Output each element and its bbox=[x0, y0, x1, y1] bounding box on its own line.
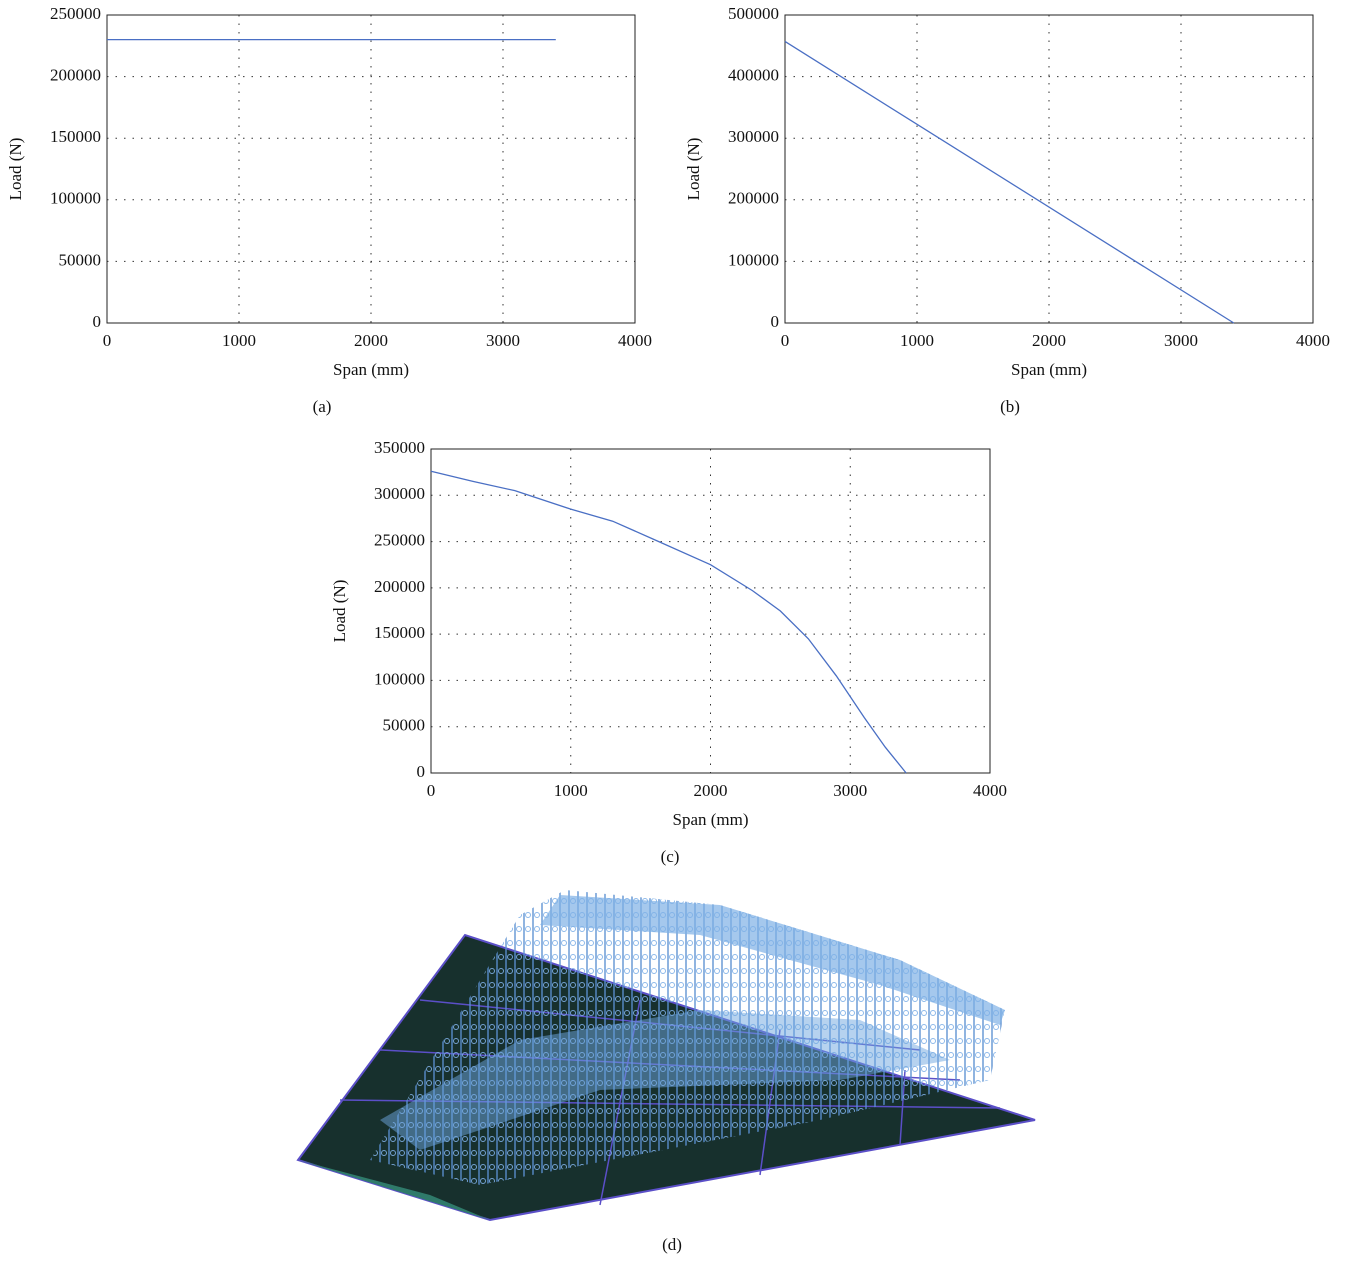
x-tick-label: 0 bbox=[427, 781, 436, 800]
y-tick-label: 300000 bbox=[728, 127, 779, 146]
y-tick-label: 150000 bbox=[50, 127, 101, 146]
x-tick-label: 4000 bbox=[973, 781, 1007, 800]
y-axis-label: Load (N) bbox=[6, 138, 25, 201]
y-axis-label: Load (N) bbox=[684, 138, 703, 201]
y-tick-label: 0 bbox=[417, 762, 426, 781]
x-tick-label: 2000 bbox=[694, 781, 728, 800]
y-tick-label: 300000 bbox=[374, 484, 425, 503]
page: (d) 050000100000150000200000250000010002… bbox=[0, 0, 1353, 1270]
x-axis-label: Span (mm) bbox=[333, 360, 409, 379]
x-axis-label: Span (mm) bbox=[1011, 360, 1087, 379]
y-tick-label: 250000 bbox=[50, 4, 101, 23]
x-axis-label: Span (mm) bbox=[672, 810, 748, 829]
y-tick-label: 100000 bbox=[50, 189, 101, 208]
x-tick-label: 3000 bbox=[1164, 331, 1198, 350]
caption: (c) bbox=[661, 847, 680, 866]
y-tick-label: 100000 bbox=[728, 250, 779, 269]
y-tick-label: 100000 bbox=[374, 669, 425, 688]
caption: (a) bbox=[313, 397, 332, 416]
data-line bbox=[785, 41, 1234, 323]
wing-model-image bbox=[298, 890, 1035, 1220]
y-tick-label: 50000 bbox=[383, 716, 426, 735]
x-tick-label: 4000 bbox=[1296, 331, 1330, 350]
data-line bbox=[431, 471, 906, 773]
x-tick-label: 3000 bbox=[486, 331, 520, 350]
y-tick-label: 50000 bbox=[59, 250, 102, 269]
y-tick-label: 500000 bbox=[728, 4, 779, 23]
y-tick-label: 200000 bbox=[374, 577, 425, 596]
y-tick-label: 150000 bbox=[374, 623, 425, 642]
caption: (d) bbox=[662, 1235, 682, 1254]
x-tick-label: 0 bbox=[103, 331, 112, 350]
x-tick-label: 1000 bbox=[554, 781, 588, 800]
x-tick-label: 0 bbox=[781, 331, 790, 350]
y-tick-label: 350000 bbox=[374, 438, 425, 457]
y-tick-label: 200000 bbox=[728, 189, 779, 208]
y-axis-label: Load (N) bbox=[330, 580, 349, 643]
x-tick-label: 3000 bbox=[833, 781, 867, 800]
y-tick-label: 250000 bbox=[374, 530, 425, 549]
y-tick-label: 0 bbox=[771, 312, 780, 331]
x-tick-label: 1000 bbox=[900, 331, 934, 350]
x-tick-label: 2000 bbox=[354, 331, 388, 350]
x-tick-label: 1000 bbox=[222, 331, 256, 350]
caption: (b) bbox=[1000, 397, 1020, 416]
figure: (d) 050000100000150000200000250000010002… bbox=[0, 0, 1353, 1265]
y-tick-label: 200000 bbox=[50, 66, 101, 85]
x-tick-label: 4000 bbox=[618, 331, 652, 350]
y-tick-label: 400000 bbox=[728, 66, 779, 85]
y-tick-label: 0 bbox=[93, 312, 102, 331]
x-tick-label: 2000 bbox=[1032, 331, 1066, 350]
